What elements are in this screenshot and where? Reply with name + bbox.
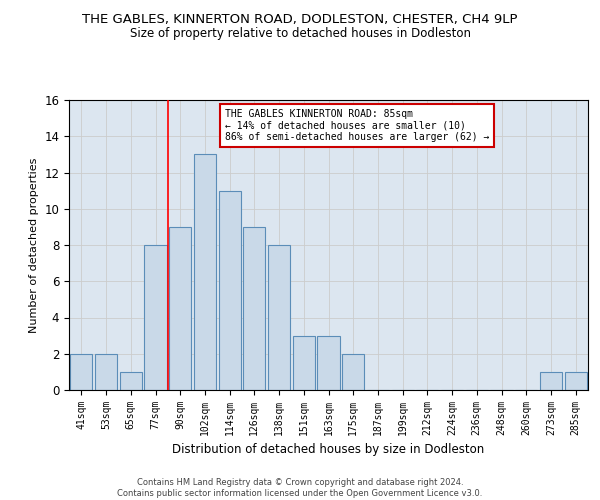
Bar — [317, 336, 340, 390]
Bar — [293, 336, 315, 390]
Text: Contains HM Land Registry data © Crown copyright and database right 2024.
Contai: Contains HM Land Registry data © Crown c… — [118, 478, 482, 498]
Bar — [70, 354, 92, 390]
Bar — [268, 245, 290, 390]
Text: Size of property relative to detached houses in Dodleston: Size of property relative to detached ho… — [130, 28, 470, 40]
Bar — [218, 190, 241, 390]
Bar — [565, 372, 587, 390]
Bar — [243, 227, 265, 390]
Text: THE GABLES, KINNERTON ROAD, DODLESTON, CHESTER, CH4 9LP: THE GABLES, KINNERTON ROAD, DODLESTON, C… — [82, 12, 518, 26]
Bar — [342, 354, 364, 390]
Bar — [95, 354, 117, 390]
Bar — [145, 245, 167, 390]
Bar — [169, 227, 191, 390]
Y-axis label: Number of detached properties: Number of detached properties — [29, 158, 39, 332]
Text: THE GABLES KINNERTON ROAD: 85sqm
← 14% of detached houses are smaller (10)
86% o: THE GABLES KINNERTON ROAD: 85sqm ← 14% o… — [224, 108, 489, 142]
Bar — [119, 372, 142, 390]
Bar — [540, 372, 562, 390]
Bar — [194, 154, 216, 390]
X-axis label: Distribution of detached houses by size in Dodleston: Distribution of detached houses by size … — [172, 444, 485, 456]
